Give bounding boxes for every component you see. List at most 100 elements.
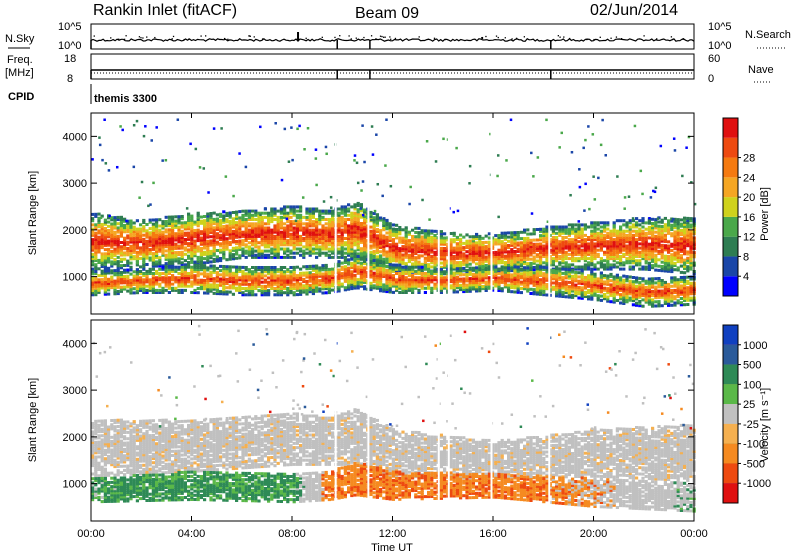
- range-cell: [513, 252, 517, 256]
- range-cell: [555, 236, 559, 239]
- range-cell: [567, 242, 571, 246]
- range-cell: [475, 283, 479, 287]
- range-cell: [340, 276, 344, 280]
- range-cell: [452, 280, 456, 283]
- range-cell: [190, 265, 194, 269]
- range-cell: [411, 269, 415, 273]
- range-cell: [587, 246, 591, 250]
- range-cell: [225, 239, 229, 243]
- range-cell: [500, 278, 504, 282]
- range-cell: [427, 235, 431, 239]
- range-cell: [555, 259, 559, 263]
- range-cell: [417, 291, 421, 294]
- range-cell: [372, 218, 376, 222]
- range-cell: [353, 280, 357, 284]
- range-cell: [401, 245, 405, 249]
- range-cell: [107, 250, 111, 253]
- range-cell: [244, 243, 248, 247]
- range-cell: [452, 263, 456, 267]
- range-cell: [609, 267, 613, 271]
- range-cell: [286, 215, 290, 219]
- range-cell: [574, 277, 578, 281]
- range-cell: [420, 262, 424, 266]
- range-cell: [145, 272, 149, 275]
- range-cell: [292, 293, 296, 297]
- range-cell: [347, 279, 351, 283]
- range-cell: [404, 278, 408, 282]
- range-cell: [164, 278, 168, 282]
- range-cell: [315, 277, 319, 281]
- range-cell: [615, 244, 619, 248]
- range-cell: [244, 232, 248, 236]
- range-cell: [119, 266, 123, 270]
- range-cell: [302, 284, 306, 288]
- range-cell: [183, 288, 187, 292]
- range-cell: [155, 276, 159, 280]
- range-cell: [171, 226, 175, 229]
- range-cell: [247, 234, 251, 238]
- range-cell: [455, 235, 459, 239]
- range-cell: [404, 253, 408, 257]
- nsearch-point: [348, 35, 350, 37]
- range-cell: [337, 226, 341, 230]
- range-cell: [161, 241, 165, 245]
- range-cell: [577, 271, 581, 275]
- range-cell: [235, 252, 239, 256]
- range-cell: [583, 278, 587, 282]
- range-cell: [356, 257, 360, 261]
- range-cell: [375, 240, 379, 244]
- nsearch-point: [183, 38, 185, 41]
- range-cell: [622, 240, 626, 244]
- range-cell: [542, 272, 546, 276]
- range-cell: [619, 295, 623, 299]
- range-cell: [235, 265, 239, 269]
- range-cell: [190, 235, 194, 239]
- range-cell: [574, 246, 578, 250]
- range-cell: [158, 224, 162, 228]
- range-cell: [593, 265, 597, 269]
- range-cell: [103, 241, 107, 245]
- range-cell: [379, 276, 383, 280]
- range-cell: [590, 276, 594, 280]
- range-cell: [443, 251, 447, 255]
- range-cell: [382, 272, 386, 276]
- range-cell: [439, 246, 443, 250]
- range-cell: [379, 237, 383, 241]
- range-cell: [318, 283, 322, 287]
- range-cell: [139, 265, 143, 269]
- range-cell: [321, 215, 325, 219]
- range-cell: [212, 247, 216, 251]
- range-cell: [475, 256, 479, 259]
- range-cell: [551, 285, 555, 289]
- range-cell: [612, 248, 616, 252]
- range-cell: [161, 245, 165, 249]
- range-cell: [590, 246, 594, 250]
- range-cell: [350, 282, 354, 286]
- range-cell: [535, 249, 539, 252]
- range-cell: [561, 280, 565, 284]
- range-cell: [395, 263, 399, 267]
- range-cell: [391, 267, 395, 271]
- range-cell: [126, 247, 130, 250]
- range-cell: [404, 269, 408, 273]
- range-cell: [302, 245, 306, 249]
- range-cell: [135, 261, 139, 265]
- range-cell: [372, 275, 376, 279]
- range-cell: [596, 294, 600, 298]
- range-cell: [308, 224, 312, 228]
- range-cell: [302, 249, 306, 253]
- range-cell: [311, 209, 315, 213]
- range-cell: [139, 286, 143, 290]
- range-cell: [343, 230, 347, 234]
- range-cell: [103, 252, 107, 256]
- range-cell: [103, 235, 107, 239]
- range-cell: [411, 228, 415, 232]
- range-cell: [228, 213, 232, 217]
- range-cell: [622, 261, 626, 265]
- range-cell: [395, 282, 399, 286]
- range-cell: [526, 238, 530, 242]
- range-cell: [283, 207, 287, 211]
- range-cell: [305, 245, 309, 249]
- range-cell: [532, 275, 536, 279]
- range-cell: [103, 267, 107, 270]
